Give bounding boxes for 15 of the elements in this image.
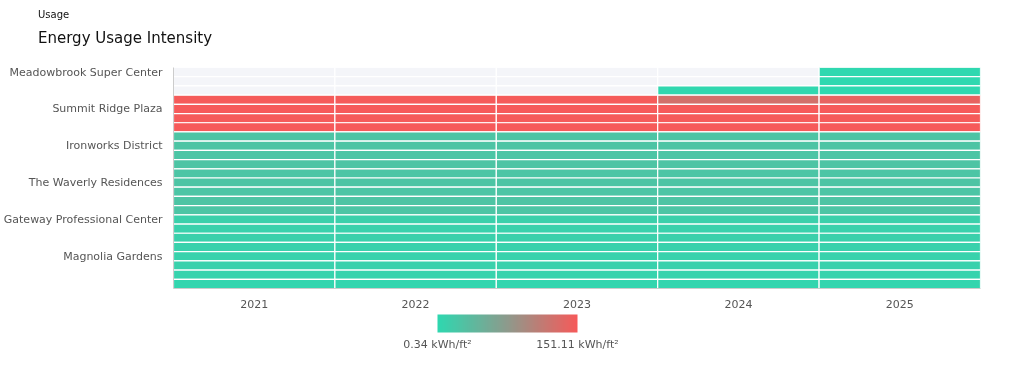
color-bar-label: 0.34 kWh/ft² xyxy=(403,337,472,351)
x-tick-label: 2023 xyxy=(563,297,591,311)
y-tick-label: The Waverly Residences xyxy=(27,176,163,190)
x-tick-label: 2021 xyxy=(240,297,269,311)
x-tick-label: 2025 xyxy=(885,297,914,311)
y-tick-label: Summit Ridge Plaza xyxy=(52,102,163,116)
y-tick-label: Ironworks District xyxy=(65,139,164,153)
color-bar-label: 151.11 kWh/ft² xyxy=(536,337,619,351)
x-tick-label: 2022 xyxy=(401,297,430,311)
y-tick-label: Meadowbrook Super Center xyxy=(9,65,163,79)
y-tick-label: Gateway Professional Center xyxy=(3,212,163,226)
chart-title: Energy Usage Intensity xyxy=(38,28,213,50)
y-tick-label: Magnolia Gardens xyxy=(63,249,163,263)
text: Usage xyxy=(38,8,71,22)
x-tick-label: 2024 xyxy=(724,297,753,311)
